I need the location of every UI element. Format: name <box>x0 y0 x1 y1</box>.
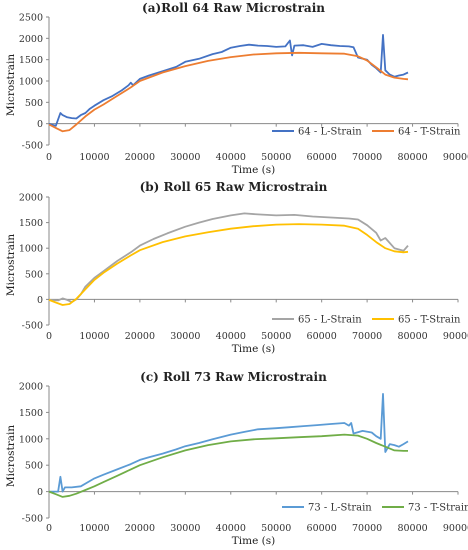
y-tick-label: 1000 <box>19 244 43 255</box>
x-tick-label: 90000 <box>443 152 468 163</box>
chart-panel-roll-64: (a)Roll 64 Raw Microstrain -500 0 500 1000 15… <box>0 0 468 178</box>
x-tick-label: 50000 <box>261 331 291 342</box>
chart-panel-roll-73: (c) Roll 73 Raw Microstrain -500 0 500 1000 1… <box>0 368 468 550</box>
x-tick-label: 70000 <box>352 331 382 342</box>
x-tick-label: 20000 <box>125 152 155 163</box>
x-tick-label: 0 <box>46 523 52 534</box>
x-tick-label: 70000 <box>352 152 382 163</box>
x-tick-label: 40000 <box>216 152 246 163</box>
series-line-l-strain <box>48 212 409 303</box>
series-line-l-strain <box>48 34 409 127</box>
x-tick-label: 50000 <box>261 152 291 163</box>
x-tick-label: 80000 <box>397 152 427 163</box>
y-tick-label: 2000 <box>19 382 43 393</box>
chart-roll-73: (c) Roll 73 Raw Microstrain-500050010001… <box>5 370 468 547</box>
y-tick-label: 1500 <box>19 55 43 66</box>
x-tick-label: 60000 <box>307 331 337 342</box>
x-tick-label: 90000 <box>443 523 468 534</box>
x-tick-label: 10000 <box>79 523 109 534</box>
x-tick-label: 40000 <box>216 523 246 534</box>
x-tick-label: 70000 <box>352 523 382 534</box>
y-axis-label: Microstrain <box>5 234 17 297</box>
y-tick-label: 500 <box>25 461 43 472</box>
y-tick-label: 0 <box>37 295 43 306</box>
x-tick-label: 60000 <box>307 523 337 534</box>
y-tick-label: -500 <box>22 141 43 152</box>
x-tick-label: 30000 <box>170 331 200 342</box>
y-tick-label: -500 <box>22 514 43 525</box>
x-axis-label: Time (s) <box>232 343 275 355</box>
y-tick-label: 2500 <box>19 13 43 24</box>
y-tick-label: 0 <box>37 119 43 130</box>
y-tick-label: 1000 <box>19 77 43 88</box>
chart-roll-65: (b) Roll 65 Raw Microstrain-500050010001… <box>5 180 468 355</box>
x-tick-label: 30000 <box>170 523 200 534</box>
y-tick-label: 500 <box>25 98 43 109</box>
x-tick-label: 40000 <box>216 331 246 342</box>
x-tick-label: 10000 <box>79 152 109 163</box>
legend-entry: 65 - T-Strain <box>398 315 461 326</box>
y-tick-label: 1500 <box>19 408 43 419</box>
x-tick-label: 10000 <box>79 331 109 342</box>
series-line-t-strain <box>48 223 409 306</box>
legend-entry: 64 - L-Strain <box>298 127 362 138</box>
x-tick-label: 0 <box>46 152 52 163</box>
x-tick-label: 0 <box>46 331 52 342</box>
x-tick-label: 20000 <box>125 523 155 534</box>
chart-title: (c) Roll 73 Raw Microstrain <box>140 370 327 384</box>
x-tick-label: 60000 <box>307 152 337 163</box>
x-axis-label: Time (s) <box>232 164 275 176</box>
y-tick-label: 500 <box>25 269 43 280</box>
y-tick-label: 0 <box>37 487 43 498</box>
chart-panel-roll-65: (b) Roll 65 Raw Microstrain -500 0 500 1000 1… <box>0 180 468 358</box>
legend-entry: 73 - L-Strain <box>308 503 372 514</box>
legend-entry: 73 - T-Strain <box>408 503 468 514</box>
x-tick-label: 30000 <box>170 152 200 163</box>
chart-title: (b) Roll 65 Raw Microstrain <box>140 180 328 194</box>
legend-entry: 65 - L-Strain <box>298 315 362 326</box>
legend-entry: 64 - T-Strain <box>398 127 461 138</box>
y-tick-label: 1500 <box>19 218 43 229</box>
y-tick-label: 2000 <box>19 34 43 45</box>
x-tick-label: 20000 <box>125 331 155 342</box>
x-tick-label: 50000 <box>261 523 291 534</box>
y-tick-label: 1000 <box>19 434 43 445</box>
y-axis-label: Microstrain <box>5 425 17 488</box>
series-line-t-strain <box>48 433 408 498</box>
series-line-l-strain <box>49 392 409 493</box>
x-tick-label: 90000 <box>443 331 468 342</box>
chart-roll-64: (a)Roll 64 Raw Microstrain-5000500100015… <box>5 1 468 176</box>
x-axis-label: Time (s) <box>232 535 275 547</box>
series-line-t-strain <box>48 51 409 133</box>
y-tick-label: 2000 <box>19 193 43 204</box>
y-tick-label: -500 <box>22 321 43 332</box>
chart-title: (a)Roll 64 Raw Microstrain <box>142 1 325 15</box>
x-tick-label: 80000 <box>397 523 427 534</box>
x-tick-label: 80000 <box>397 331 427 342</box>
y-axis-label: Microstrain <box>5 54 17 117</box>
